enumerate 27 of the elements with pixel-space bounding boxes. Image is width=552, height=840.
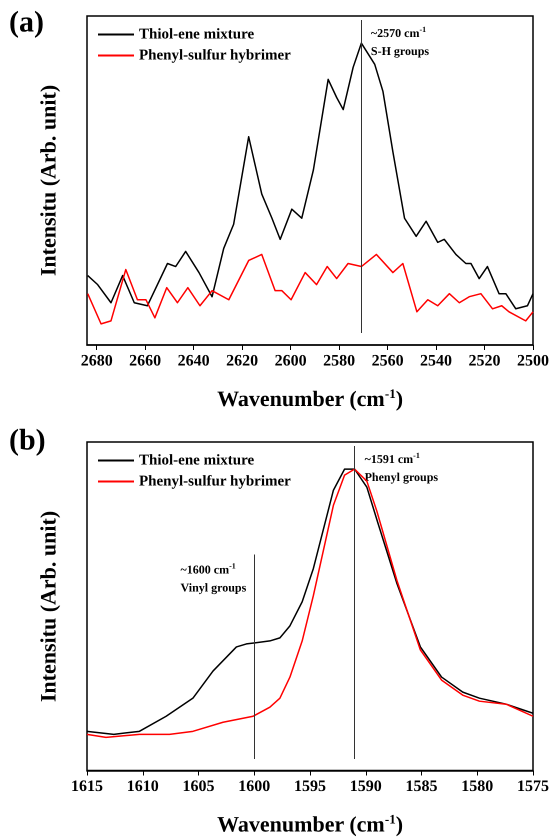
x-tick-label: 2540 bbox=[420, 352, 452, 370]
y-axis-title: Intensitu (Arb. unit) bbox=[36, 84, 60, 276]
x-tick-label: 1575 bbox=[517, 778, 549, 795]
x-tick-label: 1600 bbox=[238, 778, 270, 795]
x-tick-label: 2620 bbox=[226, 352, 258, 370]
x-tick-label: 1610 bbox=[126, 778, 159, 795]
x-tick-label: 2640 bbox=[178, 352, 210, 370]
x-tick-label: 2680 bbox=[80, 352, 113, 370]
legend-label: Thiol-ene mixture bbox=[139, 452, 254, 468]
x-tick-label: 1585 bbox=[406, 778, 438, 795]
chart-title: (b) bbox=[9, 424, 46, 456]
y-axis-title: Intensitu (Arb. unit) bbox=[36, 510, 60, 702]
x-tick-label: 1615 bbox=[71, 778, 103, 795]
x-tick-label: 1595 bbox=[294, 778, 326, 795]
x-tick-label: 1580 bbox=[461, 778, 494, 795]
x-tick-label: 2660 bbox=[129, 352, 162, 370]
x-tick-label: 1590 bbox=[350, 778, 382, 795]
x-tick-label: 2520 bbox=[468, 352, 501, 370]
legend-label: Thiol-ene mixture bbox=[139, 26, 254, 42]
x-tick-label: 2560 bbox=[372, 352, 404, 370]
chart-title: (a) bbox=[9, 6, 44, 38]
legend-label: Phenyl-sulfur hybrimer bbox=[139, 48, 292, 64]
x-tick-label: 2580 bbox=[323, 352, 356, 370]
x-tick-label: 2500 bbox=[517, 352, 549, 370]
x-tick-label: 2600 bbox=[274, 352, 307, 370]
x-tick-label: 1605 bbox=[182, 778, 214, 795]
legend-label: Phenyl-sulfur hybrimer bbox=[139, 474, 292, 490]
